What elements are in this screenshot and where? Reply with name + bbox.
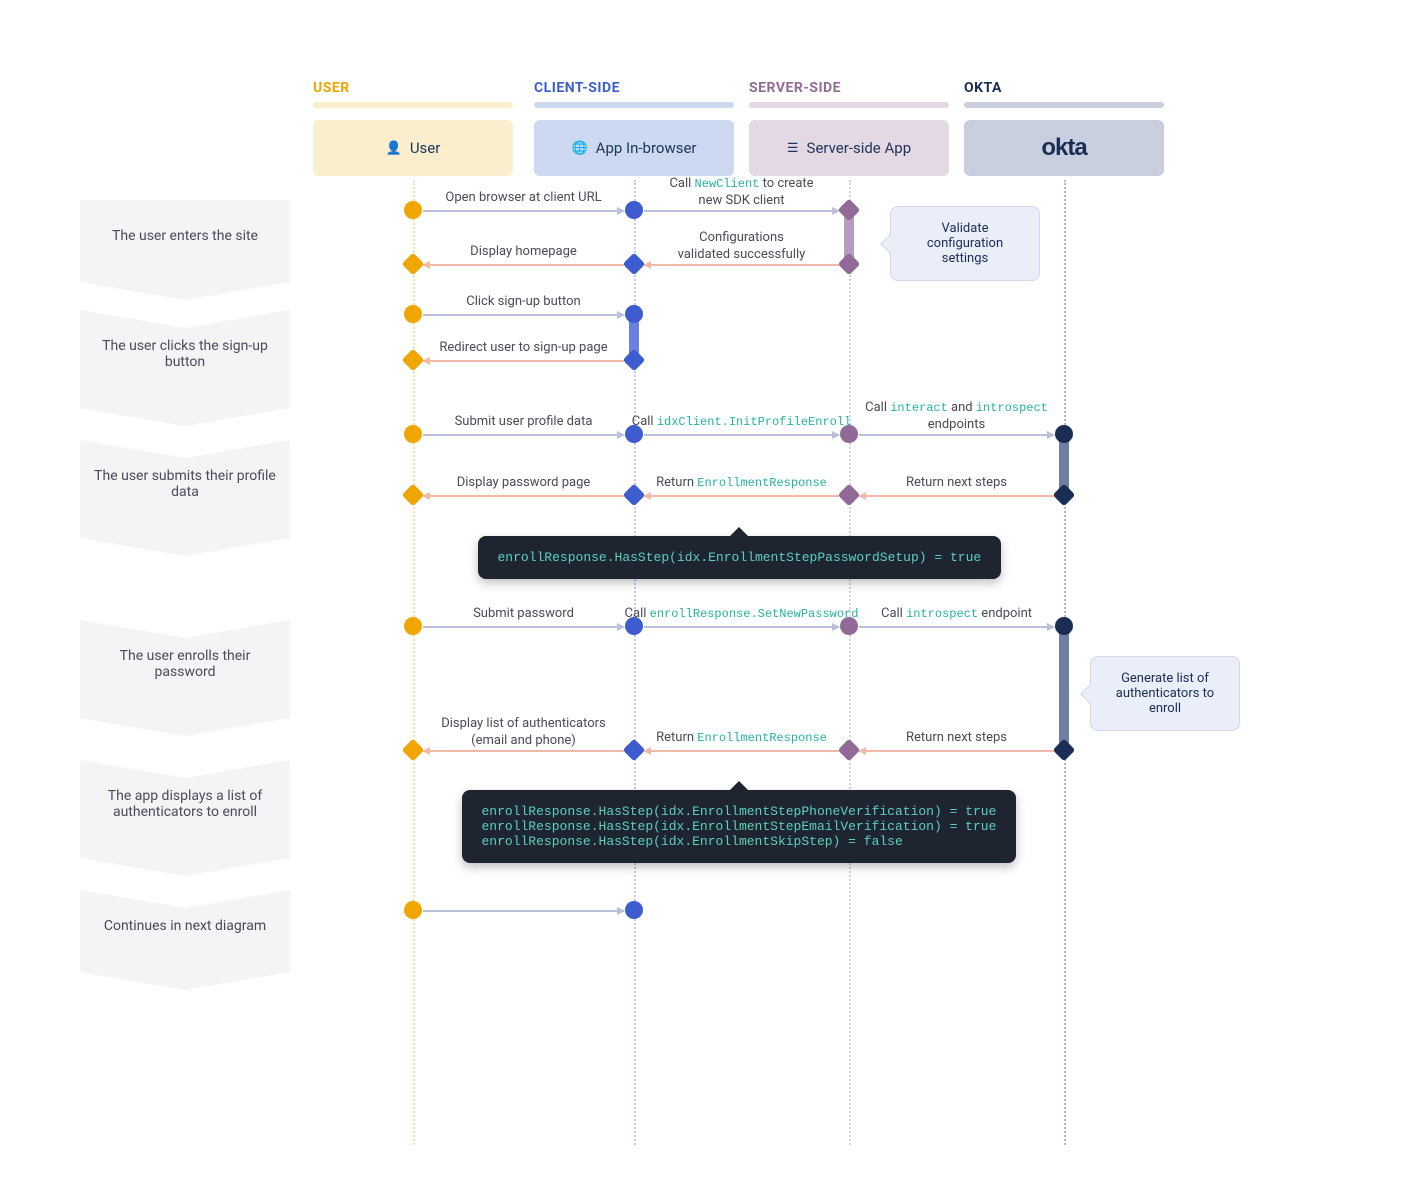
marker-12 [840,425,858,443]
msg-label-16: Return EnrollmentResponse [656,730,827,745]
arrow-8 [859,434,1054,436]
step-5: Continues in next diagram [80,890,290,972]
msg-label-2: Configurationsvalidated successfully [678,230,806,264]
arrow-18 [423,910,624,912]
msg-label-7: Call idxClient.InitProfileEnroll [632,414,852,429]
marker-1 [625,201,643,219]
msg-label-5: Redirect user to sign-up page [439,340,607,355]
msg-label-11: Display password page [457,475,591,490]
arrow-10 [644,495,839,497]
arrow-17 [423,750,624,752]
step-3: The user enrolls their password [80,620,290,718]
msg-label-3: Display homepage [470,244,577,259]
msg-label-4: Click sign-up button [466,294,580,309]
marker-6 [404,305,422,323]
marker-0 [404,201,422,219]
lane-box-okta: okta [964,120,1164,176]
step-1: The user clicks the sign-up button [80,310,290,408]
marker-11 [625,425,643,443]
lifeline-server [849,180,851,1145]
msg-label-1: Call NewClient to createnew SDK client [669,176,813,210]
marker-22 [402,739,425,762]
code-balloon-1: enrollResponse.HasStep(idx.EnrollmentSte… [462,790,1017,863]
msg-label-9: Return next steps [906,475,1007,490]
callout-0: Validate configuration settings [890,206,1040,281]
marker-15 [623,484,646,507]
user-icon: 👤 [386,141,402,156]
arrow-3 [423,264,624,266]
step-4: The app displays a list of authenticator… [80,760,290,858]
lane-box-user: 👤User [313,120,513,176]
lane-bar-client [534,102,734,108]
arrow-0 [423,210,624,212]
lane-bar-okta [964,102,1164,108]
msg-label-13: Call enrollResponse.SetNewPassword [625,606,859,621]
server-icon: ☰ [787,141,799,156]
marker-25 [1053,739,1076,762]
lane-box-client: 🌐App In-browser [534,120,734,176]
arrow-7 [644,434,839,436]
msg-label-6: Submit user profile data [455,414,593,429]
arrow-4 [423,314,624,316]
arrow-9 [859,495,1054,497]
arrow-1 [644,210,839,212]
msg-label-15: Return next steps [906,730,1007,745]
step-0: The user enters the site [80,200,290,282]
marker-7 [625,305,643,323]
code-balloon-0: enrollResponse.HasStep(idx.EnrollmentSte… [478,536,1002,579]
arrow-12 [423,626,624,628]
marker-16 [838,484,861,507]
lane-label-user: USER [313,80,350,96]
arrow-6 [423,434,624,436]
sequence-diagram: USER 👤User CLIENT-SIDE 🌐App In-browser SERVE… [20,20,1424,1165]
lifeline-user [413,180,415,1145]
lane-bar-server [749,102,949,108]
msg-label-10: Return EnrollmentResponse [656,475,827,490]
arrow-13 [644,626,839,628]
marker-10 [404,425,422,443]
lane-bar-user [313,102,513,108]
arrow-5 [423,360,624,362]
activation-3 [1059,626,1069,750]
marker-3 [402,253,425,276]
callout-1: Generate list of authenticators to enrol… [1090,656,1240,731]
msg-label-0: Open browser at client URL [445,190,601,205]
msg-label-12: Submit password [473,606,574,621]
marker-21 [1055,617,1073,635]
marker-8 [402,349,425,372]
client-icon: 🌐 [571,141,587,156]
arrow-14 [859,626,1054,628]
marker-23 [623,739,646,762]
marker-24 [838,739,861,762]
msg-label-17: Display list of authenticators(email and… [441,716,606,750]
marker-13 [1055,425,1073,443]
msg-label-14: Call introspect endpoint [881,606,1032,621]
lane-box-server: ☰Server-side App [749,120,949,176]
lane-label-server: SERVER-SIDE [749,80,841,96]
marker-17 [1053,484,1076,507]
arrow-11 [423,495,624,497]
marker-20 [840,617,858,635]
marker-19 [625,617,643,635]
marker-27 [625,901,643,919]
marker-14 [402,484,425,507]
marker-18 [404,617,422,635]
marker-26 [404,901,422,919]
lane-label-okta: OKTA [964,80,1002,96]
arrow-2 [644,264,839,266]
marker-5 [838,253,861,276]
step-2: The user submits their profile data [80,440,290,538]
marker-2 [838,199,861,222]
msg-label-8: Call interact and introspectendpoints [865,400,1048,434]
lane-label-client: CLIENT-SIDE [534,80,620,96]
arrow-16 [644,750,839,752]
marker-9 [623,349,646,372]
arrow-15 [859,750,1054,752]
marker-4 [623,253,646,276]
